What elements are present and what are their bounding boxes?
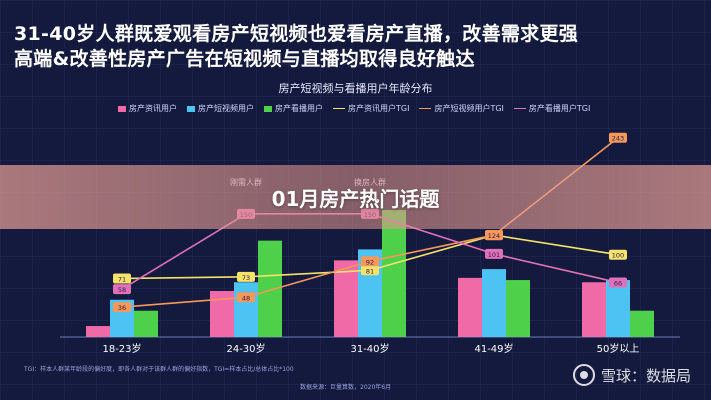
chart-title: 房产短视频与看播用户年龄分布 — [278, 82, 433, 95]
bar-2-3 — [506, 280, 530, 337]
banner-title: 01月房产热门话题 — [271, 187, 440, 211]
legend-swatch — [187, 105, 195, 112]
tgi-marker-1-1 — [237, 292, 255, 303]
legend-swatch — [264, 105, 272, 112]
tgi-footnote: TGI：样本人群某年龄段的偏好度，即各人群对于该群人群的偏好指数，TGI=样本占… — [24, 366, 294, 373]
tgi-marker-1-4 — [609, 132, 627, 143]
watermark: 雪球：数据局 — [572, 364, 691, 386]
tgi-value-label-1-4: 243 — [612, 135, 624, 143]
tgi-value-label-0-2: 81 — [366, 267, 374, 275]
legend-label: 房产看播用户TGI — [528, 104, 591, 113]
headline: 31-40岁人群既爱观看房产短视频也爱看房产直播，改善需求更强 高端&改善性房产… — [14, 22, 704, 72]
tgi-marker-1-0 — [113, 302, 131, 313]
x-tick-label: 31-40岁 — [350, 342, 389, 355]
legend-label: 房产看播用户 — [275, 104, 323, 113]
bar-1-3 — [482, 269, 506, 337]
legend-swatch — [419, 108, 432, 109]
bar-0-2 — [334, 260, 358, 337]
legend-item-1: 房产短视频用户 — [187, 103, 254, 114]
tgi-value-label-2-0: 58 — [118, 286, 126, 294]
tgi-marker-0-4 — [609, 249, 627, 260]
tgi-marker-2-0 — [113, 284, 131, 295]
bar-1-4 — [606, 280, 630, 337]
watermark-label: 雪球：数据局 — [600, 366, 691, 385]
tgi-marker-0-0 — [113, 273, 131, 284]
tgi-value-label-1-3: 124 — [488, 232, 500, 240]
legend-label: 房产短视频用户 — [198, 104, 254, 113]
legend-swatch — [118, 105, 126, 112]
bar-2-4 — [630, 310, 654, 337]
x-tick-label: 41-49岁 — [474, 342, 513, 355]
tgi-marker-2-3 — [485, 248, 503, 259]
bar-1-1 — [234, 282, 258, 337]
chart-legend: 房产资讯用户 房产短视频用户 房产看播用户 房产资讯用户TGI 房产短视频用户TGI 房产… — [118, 103, 678, 114]
legend-item-5: 房产看播用户TGI — [513, 103, 591, 114]
tgi-marker-0-1 — [237, 271, 255, 282]
bar-0-4 — [582, 282, 606, 337]
x-tick-label: 50岁以上 — [597, 342, 640, 355]
legend-swatch — [513, 108, 526, 109]
headline-line-1: 31-40岁人群既爱观看房产短视频也爱看房产直播，改善需求更强 — [14, 23, 579, 45]
tgi-marker-1-2 — [361, 256, 379, 267]
tgi-value-label-1-1: 48 — [242, 294, 250, 302]
legend-item-2: 房产看播用户 — [264, 103, 323, 114]
headline-line-2: 高端&改善性房产广告在短视频与直播均取得良好触达 — [14, 48, 475, 70]
bar-0-0 — [86, 326, 110, 337]
tgi-value-label-2-3: 101 — [488, 251, 500, 259]
tgi-marker-0-2 — [361, 265, 379, 276]
snowball-icon — [572, 364, 595, 386]
data-source: 数据来源：巨量算数，2020年6月 — [300, 384, 392, 391]
legend-label: 房产资讯用户TGI — [348, 104, 410, 113]
bar-2-0 — [134, 310, 158, 337]
bar-0-3 — [458, 277, 482, 337]
bar-2-2 — [382, 209, 406, 337]
tgi-value-label-0-4: 100 — [612, 252, 624, 260]
tgi-value-label-1-2: 92 — [366, 258, 374, 266]
tgi-value-label-2-4: 66 — [614, 280, 622, 288]
legend-swatch — [333, 108, 345, 109]
legend-label: 房产资讯用户 — [129, 104, 177, 113]
legend-item-3: 房产资讯用户TGI — [333, 103, 409, 114]
tgi-marker-2-4 — [609, 277, 627, 288]
x-tick-label: 24-30岁 — [226, 342, 265, 355]
bar-2-1 — [258, 240, 282, 337]
tgi-value-label-1-0: 36 — [118, 304, 126, 312]
legend-label: 房产短视频用户TGI — [434, 104, 504, 113]
topic-banner — [0, 165, 711, 229]
x-tick-label: 18-23岁 — [102, 342, 141, 355]
legend-item-0: 房产资讯用户 — [118, 103, 177, 114]
tgi-value-label-0-1: 73 — [242, 274, 250, 282]
tgi-value-label-0-0: 71 — [118, 275, 126, 283]
legend-item-4: 房产短视频用户TGI — [419, 103, 504, 114]
tgi-marker-1-3 — [485, 230, 503, 241]
